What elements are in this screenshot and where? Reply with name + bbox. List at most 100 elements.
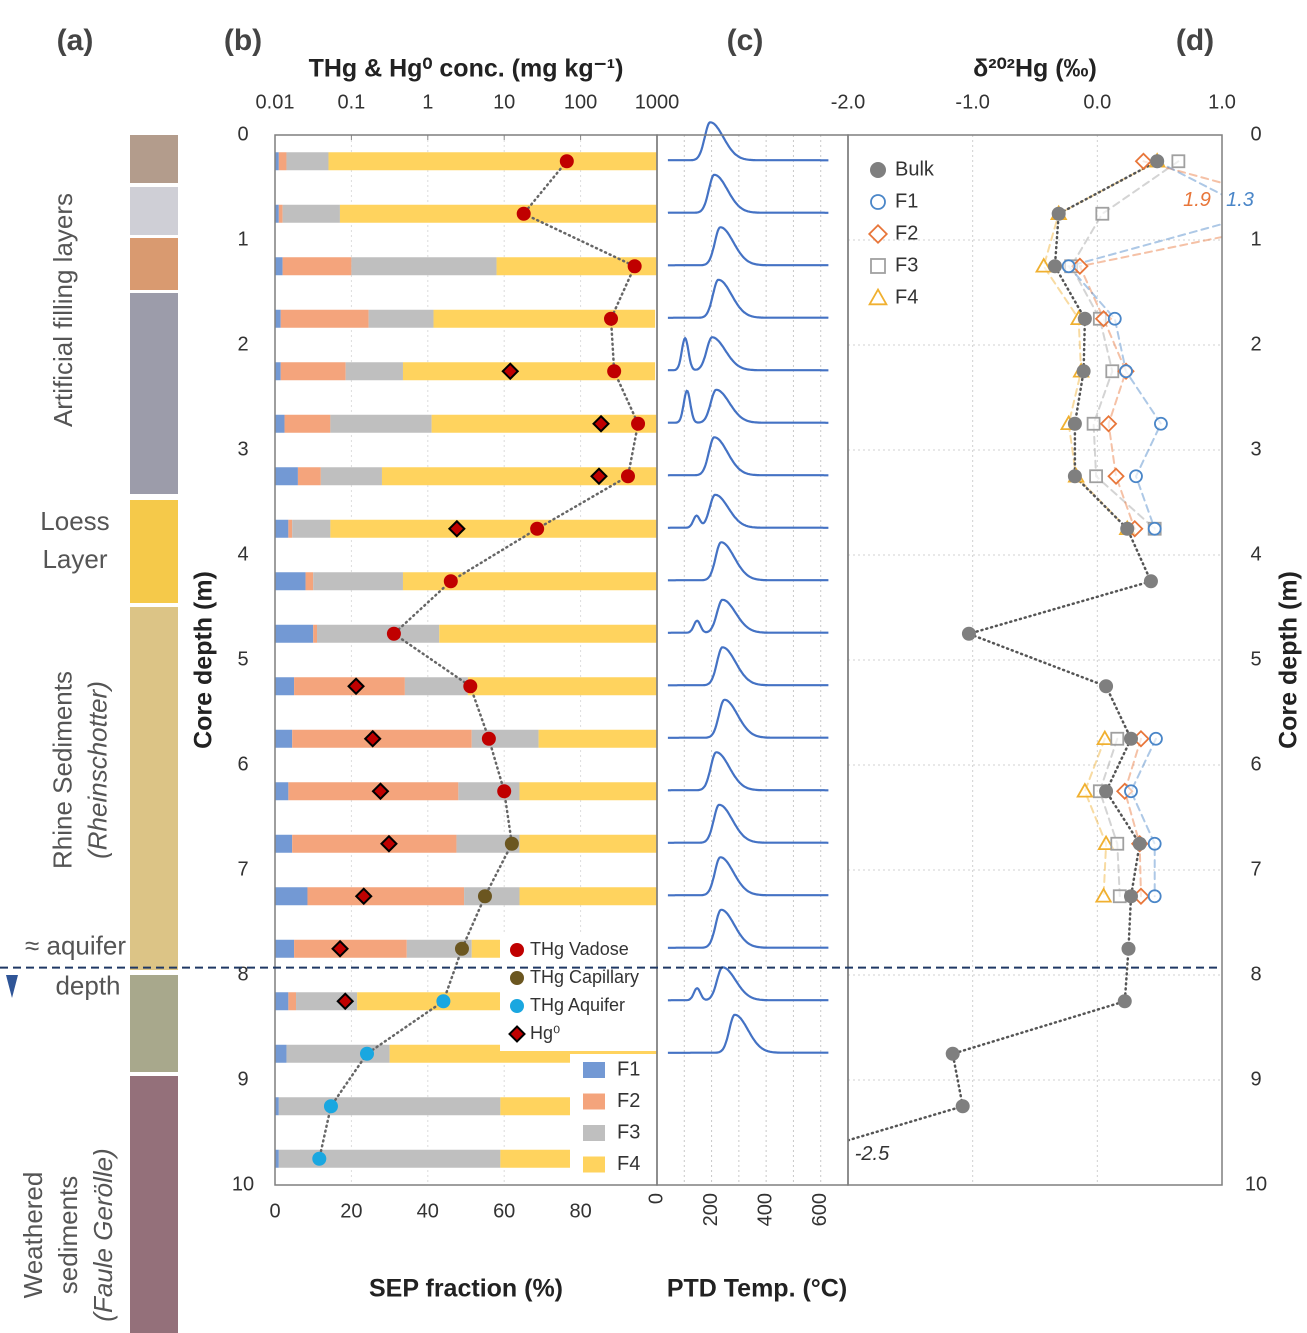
marker — [1129, 469, 1143, 484]
bar-segment — [286, 1044, 390, 1063]
bar-segment — [330, 519, 657, 538]
ptd-curve — [667, 856, 829, 897]
marker — [371, 782, 390, 801]
ptd-curve — [667, 226, 829, 267]
marker — [1086, 416, 1101, 431]
thg-connector — [392, 632, 472, 688]
marker — [1143, 574, 1158, 589]
y-tick-label: 8 — [1250, 963, 1261, 985]
bar-segment — [275, 782, 289, 801]
bar-segment — [275, 729, 293, 748]
bar-segment — [275, 257, 283, 276]
ptd-curve — [667, 1013, 829, 1054]
marker — [1099, 679, 1114, 694]
marker — [477, 889, 492, 904]
lithology-layer — [130, 500, 178, 603]
x-tick-label: 200 — [700, 1193, 722, 1226]
bar-segment — [278, 204, 283, 223]
bar-segment — [294, 939, 407, 958]
x-tick-label: 400 — [754, 1193, 776, 1226]
bar-segment — [282, 257, 352, 276]
ptd-curve — [667, 436, 829, 477]
legend-label: THg Aquifer — [530, 995, 625, 1015]
top-tick-label: 1.0 — [1208, 91, 1236, 113]
ptd-curve — [667, 598, 829, 634]
lithology-layer — [130, 975, 178, 1072]
marker — [347, 677, 365, 696]
bar-segment — [278, 1149, 501, 1168]
x-tick-label: 40 — [417, 1200, 439, 1222]
marker — [497, 784, 512, 799]
series-line — [1129, 737, 1157, 898]
x-axis-title: PTD Temp. (°C) — [667, 1275, 847, 1303]
y-axis-title: Core depth (m) — [190, 571, 218, 749]
bar-segment — [381, 467, 657, 486]
bar-segment — [519, 782, 657, 801]
marker — [1150, 154, 1165, 169]
marker — [1112, 889, 1127, 904]
legend-swatch — [583, 1156, 605, 1173]
bar-segment — [406, 939, 472, 958]
bar-segment — [280, 362, 346, 381]
marker — [1051, 206, 1066, 221]
aquifer-label: ≈ aquifer — [25, 931, 126, 961]
marker — [1119, 364, 1133, 379]
y-tick-label: 0 — [1250, 123, 1261, 145]
marker — [1097, 834, 1115, 851]
marker — [354, 887, 373, 906]
y-tick-label: 1 — [1250, 228, 1261, 250]
marker — [510, 943, 524, 957]
series-line — [1066, 160, 1222, 530]
y-tick-label: 10 — [232, 1173, 254, 1195]
lithology-layer — [130, 293, 178, 494]
bar-segment — [305, 572, 314, 591]
bar-segment — [292, 729, 472, 748]
y-tick-label: 7 — [1250, 858, 1261, 880]
series-line — [1070, 160, 1180, 530]
marker — [312, 1151, 327, 1166]
bar-segment — [519, 887, 657, 906]
bar-segment — [471, 729, 539, 748]
top-tick-label: 0.01 — [256, 91, 295, 113]
marker — [868, 287, 888, 306]
ptd-curve — [667, 388, 829, 424]
thg-connector — [469, 685, 491, 740]
marker — [501, 362, 520, 381]
marker — [1047, 259, 1062, 274]
ptd-curve — [667, 966, 829, 1002]
marker — [331, 939, 349, 958]
marker — [1154, 416, 1168, 431]
marker — [1123, 889, 1138, 904]
marker — [1147, 836, 1162, 851]
marker — [510, 971, 524, 985]
top-tick-label: 100 — [564, 91, 597, 113]
bar-segment — [275, 887, 308, 906]
thg-connector — [449, 527, 539, 583]
bar-segment — [275, 992, 289, 1011]
bar-segment — [275, 624, 314, 643]
thg-connector — [612, 370, 640, 425]
thg-connector — [483, 842, 514, 898]
marker — [447, 519, 466, 538]
ptd-curve — [667, 803, 829, 844]
thg-connector — [522, 212, 636, 268]
bar-segment — [292, 519, 331, 538]
y-tick-label: 0 — [237, 123, 248, 145]
marker — [323, 1099, 338, 1114]
legend-swatch — [583, 1093, 605, 1110]
thg-connector — [365, 1000, 445, 1055]
x-tick-label: 80 — [569, 1200, 591, 1222]
y-tick-label: 5 — [237, 648, 248, 670]
marker — [1110, 731, 1125, 746]
bar-segment — [284, 414, 331, 433]
bar-segment — [402, 572, 657, 591]
lithology-label: Rhine Sediments — [47, 671, 77, 869]
ptd-curve — [667, 541, 829, 582]
series-line — [1078, 160, 1222, 530]
legend-label: THg Vadose — [530, 939, 629, 959]
bar-segment — [275, 519, 289, 538]
marker — [590, 467, 608, 486]
legend-label: THg Capillary — [530, 967, 639, 987]
bar-segment — [275, 362, 281, 381]
